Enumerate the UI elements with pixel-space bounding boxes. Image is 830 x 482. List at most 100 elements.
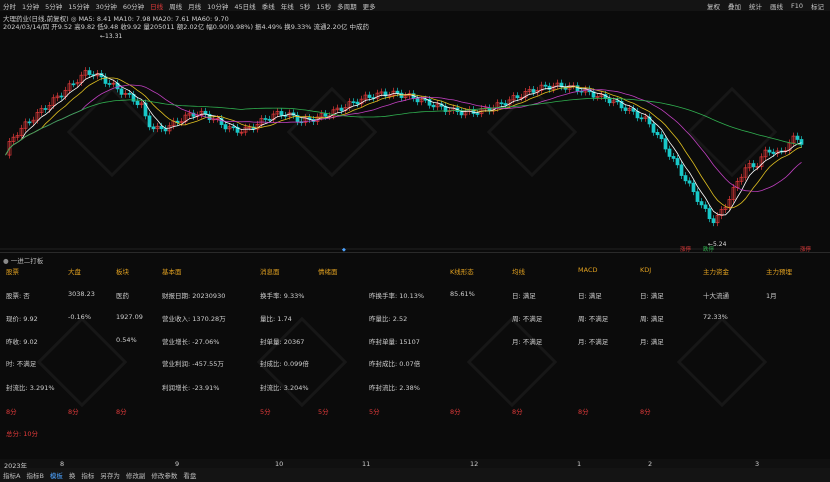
time-axis: 2023年 8 9 10 11 12 1 2 3 [0, 459, 830, 470]
period-tab[interactable]: 15分钟 [68, 2, 90, 11]
candle-body [655, 132, 660, 136]
candle-body [703, 204, 708, 209]
period-tab[interactable]: 5分钟 [45, 2, 63, 11]
period-tab[interactable]: 月线 [188, 2, 202, 11]
period-tab[interactable]: 60分钟 [122, 2, 145, 11]
candle-body [511, 95, 516, 101]
bottom-tab[interactable]: 模板 [49, 472, 63, 480]
panel-column-header: K线形态 [450, 268, 474, 276]
period-tab[interactable]: 分时 [3, 2, 16, 11]
bottom-tab[interactable]: 换 [68, 472, 76, 480]
candle-body [199, 110, 204, 116]
candle-body [515, 95, 520, 99]
candle-body [51, 97, 56, 106]
score-label: 5分 [318, 408, 329, 416]
candle-body [363, 94, 368, 100]
candle-body [295, 114, 300, 123]
panel-cell: 昨量比: 2.52 [369, 315, 408, 323]
period-toolbar: 分时 1分钟 5分钟 15分钟 30分钟 60分钟 日线 周线 月线 10分钟 45日线 季线 年线 5秒… [0, 0, 830, 11]
panel-cell: 1月 [766, 292, 777, 300]
candle-body [279, 111, 284, 116]
candle-body [351, 101, 356, 104]
candle-body [611, 100, 616, 104]
period-tab[interactable]: 5秒 [299, 2, 311, 11]
bottom-tab[interactable]: 指标A [3, 472, 21, 480]
period-tab[interactable]: 15秒 [316, 2, 332, 11]
panel-cell: 日: 满足 [640, 292, 664, 300]
period-tab[interactable]: 30分钟 [95, 2, 117, 11]
bottom-tab[interactable]: 指标 [81, 472, 95, 480]
tool-button[interactable]: F10 [790, 1, 803, 10]
candle-body [187, 112, 192, 116]
bottom-tab[interactable]: 指标B [26, 472, 44, 480]
candle-body [767, 149, 772, 153]
candle-body [427, 99, 432, 106]
candle-body [691, 182, 696, 193]
period-tab[interactable]: 周线 [169, 2, 183, 11]
candle-body [39, 108, 44, 113]
tool-button[interactable]: 画线 [769, 2, 783, 11]
candle-body [751, 163, 756, 168]
candle-body [319, 113, 324, 118]
watermark-logo-icon [676, 316, 768, 408]
panel-cell: 85.61% [450, 290, 475, 298]
period-tab[interactable]: 45日线 [234, 2, 256, 11]
panel-column-header: 股票 [6, 268, 19, 276]
tool-button[interactable]: 叠加 [727, 2, 741, 11]
panel-cell: 72.33% [703, 313, 728, 321]
panel-column-header: KDJ [640, 266, 652, 274]
candle-body [507, 99, 512, 106]
panel-column-header: 消息面 [260, 268, 280, 276]
bottom-tab[interactable]: 修改副 [125, 472, 146, 480]
bottom-tab[interactable]: 看盘 [183, 472, 197, 480]
panel-cell: 月: 不满足 [512, 338, 543, 346]
period-tab[interactable]: 更多 [362, 2, 376, 11]
period-tab[interactable]: 季线 [261, 2, 275, 11]
period-tab[interactable]: 年线 [280, 2, 294, 11]
candle-body [163, 128, 168, 132]
indicator-panel-title: ● 一进二打板 [3, 255, 43, 265]
candle-body [147, 115, 152, 128]
candle-body [143, 102, 148, 117]
candlestick-chart[interactable]: ←13.31 ←5.24 涨停 跌停 涨停 ◆ [0, 24, 830, 252]
candle-body [339, 107, 344, 111]
candle-body [799, 139, 804, 145]
score-label: 5分 [369, 408, 380, 416]
panel-column-header: 大盘 [68, 268, 81, 276]
period-tab[interactable]: 多周期 [337, 2, 357, 11]
candle-body [375, 92, 380, 99]
ma-line-ma10 [5, 77, 802, 209]
tool-button[interactable]: 统计 [748, 2, 762, 11]
candle-body [303, 117, 308, 123]
candle-body [55, 95, 60, 99]
candle-body [795, 135, 800, 140]
candle-body [267, 118, 272, 121]
tool-button[interactable]: 复权 [706, 2, 720, 11]
candle-body [731, 187, 736, 200]
candle-body [75, 82, 80, 85]
candle-body [791, 135, 796, 144]
bottom-tab[interactable]: 修改参数 [151, 472, 178, 480]
tool-button[interactable]: 标记 [811, 2, 824, 11]
candle-body [71, 83, 76, 86]
period-tab[interactable]: 1分钟 [22, 2, 40, 11]
candle-body [683, 175, 688, 182]
panel-cell: 现价: 9.92 [6, 315, 38, 323]
candle-body [111, 82, 116, 85]
candle-body [67, 83, 72, 91]
candle-body [719, 209, 724, 217]
candle-body [151, 126, 156, 130]
panel-cell: 昨封流比: 2.38% [369, 384, 420, 392]
candle-body [191, 112, 196, 117]
period-tab[interactable]: 日线 [150, 2, 164, 11]
panel-cell: 周: 不满足 [578, 315, 609, 323]
bottom-tab[interactable]: 另存为 [100, 472, 120, 480]
candle-body [531, 89, 536, 93]
candle-body [711, 218, 716, 224]
candle-body [619, 101, 624, 109]
high-price-label: ←13.31 [100, 33, 122, 40]
candle-body [659, 134, 664, 140]
candle-body [747, 163, 752, 169]
time-axis-label: 2023年 [4, 462, 28, 470]
period-tab[interactable]: 10分钟 [207, 2, 229, 11]
